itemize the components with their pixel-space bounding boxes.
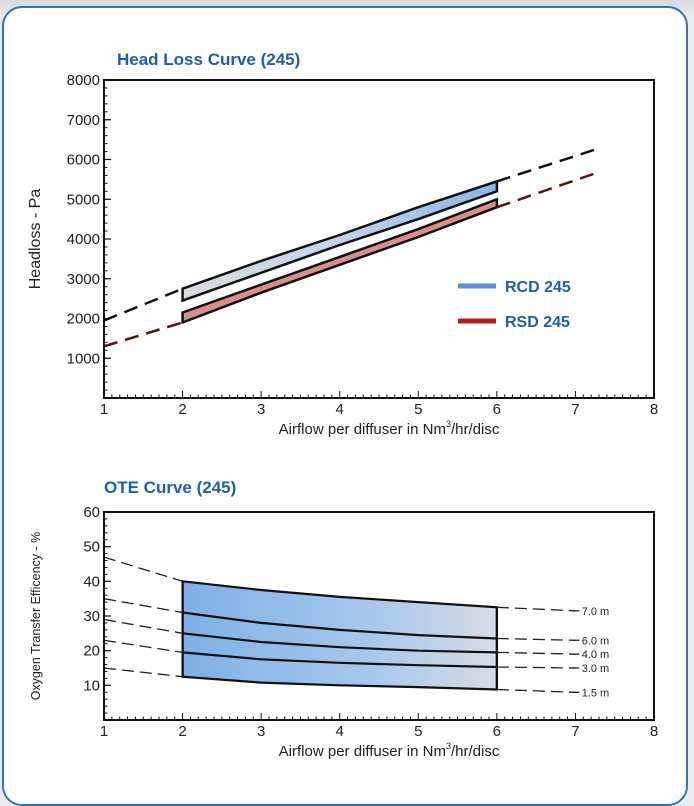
x-tick-label: 6 — [493, 723, 501, 740]
x-tick-label: 3 — [257, 401, 265, 418]
plot-frame-0 — [103, 79, 655, 399]
ote-dash-left-3 — [103, 639, 183, 654]
charts-canvas: Head Loss Curve (245) Headloss - Pa 1 2 3 4 5 6… — [27, 50, 658, 760]
chart-title-headloss: Head Loss Curve (245) — [117, 50, 300, 69]
rcd-band — [181, 179, 499, 303]
ote-dash-right-3 — [496, 666, 576, 669]
y-tick-label: 8000 — [67, 72, 100, 89]
ote-dash-left-4 — [103, 667, 183, 678]
ote-dash-right-4 — [496, 688, 576, 693]
y-tick-label: 2000 — [67, 311, 100, 328]
x-tick-label: 8 — [650, 723, 658, 740]
x-tick-label: 2 — [178, 401, 186, 418]
legend-label-0: RCD 245 — [505, 279, 571, 296]
x-tick-label: 8 — [650, 401, 658, 418]
ote-dash-right-2 — [496, 651, 576, 655]
y-tick-label: 3000 — [67, 271, 100, 288]
y-tick-label: 6000 — [67, 152, 100, 169]
x-axis-label-tail: /hr/disc — [451, 743, 500, 760]
ote-series-label-0: 7.0 m — [582, 606, 610, 618]
y-axis-label-ote: Oxygen Transfer Efficency - % — [29, 532, 43, 701]
ote-series-label-1: 6.0 m — [582, 635, 610, 647]
y-tick-label: 1000 — [67, 350, 100, 367]
ote-curve-40 — [182, 632, 497, 654]
x-axis-label-sup: 3 — [446, 419, 451, 429]
x-tick-label: 6 — [493, 401, 501, 418]
y-tick-label: 4000 — [67, 231, 100, 248]
rcd-dash-right — [496, 148, 596, 183]
x-tick-label: 2 — [178, 723, 186, 740]
x-tick-label: 5 — [414, 401, 422, 418]
x-tick-label: 7 — [571, 723, 579, 740]
x-tick-label: 4 — [336, 401, 344, 418]
ote-series-label-2: 4.0 m — [582, 649, 610, 661]
x-tick-label: 3 — [257, 723, 265, 740]
ote-series-label-4: 1.5 m — [582, 687, 610, 699]
x-tick-label: 4 — [336, 723, 344, 740]
y-tick-label: 40 — [83, 573, 100, 590]
ote-dash-left-1 — [103, 598, 183, 614]
ote-series-label-3: 3.0 m — [582, 663, 610, 675]
y-tick-label: 7000 — [67, 112, 100, 129]
ote-curve-30 — [182, 651, 497, 669]
x-tick-label: 5 — [414, 723, 422, 740]
rsd-band — [181, 197, 499, 325]
x-tick-label: 1 — [100, 723, 108, 740]
x-axis-label-main: Airflow per diffuser in Nm — [279, 421, 446, 438]
x-axis-label-tail: /hr/disc — [451, 421, 500, 438]
x-tick-label: 7 — [571, 401, 579, 418]
y-tick-label: 5000 — [67, 191, 100, 208]
y-tick-label: 10 — [83, 677, 100, 694]
y-tick-label: 30 — [83, 608, 100, 625]
y-tick-label: 50 — [83, 539, 100, 556]
x-axis-label-sup: 3 — [446, 741, 451, 751]
ote-dash-left-0 — [103, 556, 183, 582]
ote-curve-60 — [182, 611, 497, 640]
rsd-dash-left — [103, 321, 183, 348]
x-tick-label: 1 — [100, 401, 108, 418]
rcd-dash-left — [103, 287, 184, 322]
y-axis-label-headloss: Headloss - Pa — [27, 189, 44, 290]
x-axis-label: Airflow per diffuser in Nm3/hr/disc — [279, 741, 500, 760]
rsd-dash-right — [496, 172, 596, 209]
ote-dash-left-2 — [103, 618, 183, 634]
y-tick-label: 20 — [83, 643, 100, 660]
chart-title-ote: OTE Curve (245) — [104, 478, 236, 497]
x-axis-label-main: Airflow per diffuser in Nm — [279, 743, 446, 760]
legend-label-1: RSD 245 — [505, 314, 570, 331]
ote-dash-right-1 — [496, 637, 576, 641]
x-axis-label: Airflow per diffuser in Nm3/hr/disc — [279, 419, 500, 438]
ote-dash-right-0 — [496, 606, 576, 612]
y-tick-label: 60 — [83, 504, 100, 521]
